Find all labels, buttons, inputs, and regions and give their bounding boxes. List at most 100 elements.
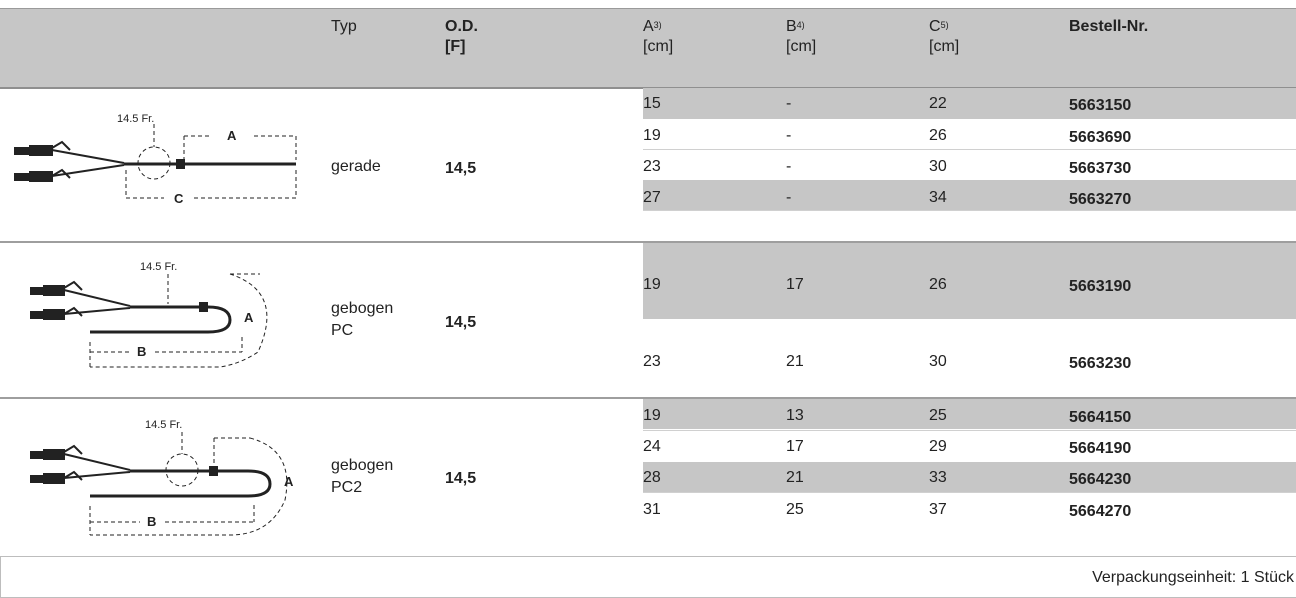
connector-icon <box>43 309 65 320</box>
row-stripe <box>643 88 1296 119</box>
catheter-curved-pc2-diagram: 14.5 Fr. A B <box>30 419 294 536</box>
connector-icon <box>29 145 53 156</box>
cell-b: - <box>786 95 792 112</box>
header-a: A3) [cm] <box>643 17 673 57</box>
header-od-unit: [F] <box>445 38 466 55</box>
cell-nr: 5663230 <box>1069 355 1132 372</box>
typ-line2: PC2 <box>331 479 363 496</box>
cell-a: 19 <box>643 127 661 144</box>
typ-line1: gerade <box>331 158 381 175</box>
cell-c: 30 <box>929 353 947 370</box>
cell-b: 21 <box>786 353 804 370</box>
typ-gebogen-pc: gebogen PC <box>331 298 393 342</box>
row-stripe <box>643 243 1296 319</box>
row-stripe <box>643 399 1296 429</box>
header-c: C5) [cm] <box>929 17 959 57</box>
cell-c: 26 <box>929 276 947 293</box>
row-divider <box>643 430 1296 431</box>
header-od-label: O.D. <box>445 18 478 35</box>
size-label: 14.5 Fr. <box>117 113 154 125</box>
cell-a: 15 <box>643 95 661 112</box>
dimension-b-label: B <box>137 344 146 359</box>
marker-icon <box>199 302 208 312</box>
header-typ: Typ <box>331 18 357 35</box>
dimension-a-label: A <box>284 474 294 489</box>
connector-icon <box>43 449 65 460</box>
cell-b: 13 <box>786 407 804 424</box>
typ-line1: gebogen <box>331 300 394 317</box>
header-b-unit: [cm] <box>786 38 817 55</box>
typ-line2: PC <box>331 322 354 339</box>
header-b-sup: 4) <box>796 20 805 30</box>
cell-b: 25 <box>786 501 804 518</box>
connector-icon <box>30 475 45 483</box>
cell-a: 23 <box>643 158 661 175</box>
group-divider <box>0 397 1296 399</box>
od-value: 14,5 <box>445 160 477 177</box>
cell-nr: 5664230 <box>1069 471 1132 488</box>
cell-nr: 5663190 <box>1069 278 1132 295</box>
connector-icon <box>30 451 45 459</box>
cell-a: 28 <box>643 469 661 486</box>
packaging-unit: Verpackungseinheit: 1 Stück <box>1092 569 1294 586</box>
header-c-label: C <box>929 18 941 35</box>
header-c-unit: [cm] <box>929 38 960 55</box>
dimension-a-label: A <box>244 310 254 325</box>
row-stripe <box>643 462 1296 492</box>
cell-c: 29 <box>929 438 947 455</box>
cell-nr: 5663150 <box>1069 97 1132 114</box>
header-c-sup: 5) <box>940 20 949 30</box>
cell-c: 33 <box>929 469 947 486</box>
size-label: 14.5 Fr. <box>140 261 177 273</box>
typ-gebogen-pc2: gebogen PC2 <box>331 455 393 499</box>
header-b-label: B <box>786 18 797 35</box>
marker-icon <box>209 466 218 476</box>
header-od: O.D. [F] <box>445 17 478 57</box>
cell-c: 26 <box>929 127 947 144</box>
cell-c: 25 <box>929 407 947 424</box>
cell-nr: 5663270 <box>1069 191 1132 208</box>
cell-nr: 5664270 <box>1069 503 1132 520</box>
row-divider <box>643 210 1296 211</box>
catheter-straight-diagram: 14.5 Fr. A C <box>14 113 297 206</box>
marker-icon <box>176 159 185 169</box>
cell-nr: 5664150 <box>1069 409 1132 426</box>
cell-b: - <box>786 189 792 206</box>
connector-icon <box>30 311 45 319</box>
cell-b: 17 <box>786 438 804 455</box>
cell-a: 27 <box>643 189 661 206</box>
cell-nr: 5664190 <box>1069 440 1132 457</box>
cell-b: 21 <box>786 469 804 486</box>
cell-b: - <box>786 127 792 144</box>
connector-icon <box>43 285 65 296</box>
cell-a: 24 <box>643 438 661 455</box>
od-value: 14,5 <box>445 470 477 487</box>
cell-c: 34 <box>929 189 947 206</box>
cell-b: - <box>786 158 792 175</box>
row-stripe <box>643 180 1296 210</box>
cell-c: 30 <box>929 158 947 175</box>
cell-a: 19 <box>643 276 661 293</box>
header-a-label: A <box>643 18 654 35</box>
od-value: 14,5 <box>445 314 477 331</box>
cell-nr: 5663730 <box>1069 160 1132 177</box>
row-divider <box>643 492 1296 493</box>
connector-icon <box>43 473 65 484</box>
size-label: 14.5 Fr. <box>145 419 182 431</box>
typ-line1: gebogen <box>331 457 394 474</box>
cell-a: 19 <box>643 407 661 424</box>
header-a-sup: 3) <box>653 20 662 30</box>
catheter-curved-pc-diagram: 14.5 Fr. A B <box>30 261 268 368</box>
table-header: Typ O.D. [F] A3) [cm] B4) [cm] C5) [cm] … <box>0 8 1296 89</box>
connector-icon <box>29 171 53 182</box>
connector-icon <box>14 173 31 181</box>
header-b: B4) [cm] <box>786 17 816 57</box>
cell-a: 23 <box>643 353 661 370</box>
header-a-unit: [cm] <box>643 38 674 55</box>
cell-c: 22 <box>929 95 947 112</box>
connector-icon <box>30 287 45 295</box>
cell-b: 17 <box>786 276 804 293</box>
connector-icon <box>14 147 31 155</box>
header-bestell: Bestell-Nr. <box>1069 18 1149 35</box>
